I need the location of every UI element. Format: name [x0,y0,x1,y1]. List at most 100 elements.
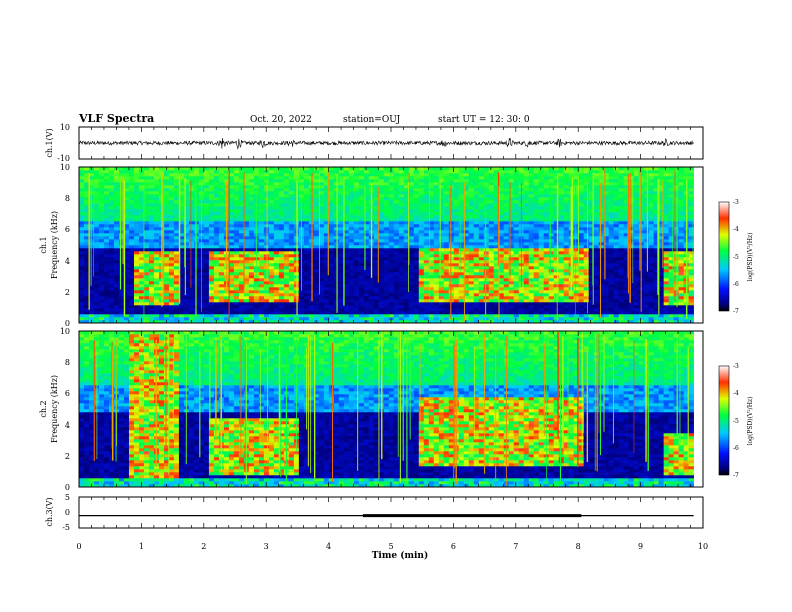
spectrogram-cell-2651 [328,167,335,171]
spectrogram-cell-3504 [413,260,420,264]
spectrogram-cell-2720 [338,272,345,276]
spectrogram-cell-321 [108,293,115,297]
spectrogram-cell-137 [88,221,95,225]
spectrogram-cell-2450 [313,302,320,306]
spectrogram-cell-3599 [423,287,430,291]
spectrogram-cell-1568 [228,296,235,300]
spectrogram-cell-3977 [458,245,465,249]
spectrogram-cell-979 [168,191,175,195]
spectrogram-cell-3413 [403,221,410,225]
spectrogram-cell-264 [103,308,110,312]
spectrogram-cell-3063 [368,179,375,183]
spectrogram-cell-3838 [443,194,450,198]
spectrogram-cell-572 [133,320,140,324]
spectrogram-cell-936 [168,320,175,324]
spectrogram-cell-1163 [188,263,195,267]
spectrogram-cell-4681 [528,317,535,321]
spectrogram-cell-435 [118,263,125,267]
spectrogram-cell-579 [133,299,140,303]
spectrogram-cell-1010 [173,254,180,258]
spectrogram-cell-1362 [208,290,215,294]
spectrogram-cell-3275 [388,167,395,171]
spectrogram-cell-3000 [363,212,370,216]
spectrogram-cell-265 [103,305,110,309]
spectrogram-cell-2862 [353,314,360,318]
spectrogram-cell-3206 [383,218,390,222]
spectrogram-cell-1904 [258,224,265,228]
spectrogram-cell-2663 [333,287,340,291]
spectrogram-cell-4658 [523,230,530,234]
spectrogram-cell-310 [103,170,110,174]
spectrogram-cell-1890 [258,266,265,270]
spectrogram-cell-3427 [403,179,410,183]
spectrogram-cell-3021 [368,305,375,309]
spectrogram-cell-1465 [218,293,225,297]
spectrogram-cell-4623 [518,179,525,183]
spectrogram-cell-2160 [283,236,290,240]
spectrogram-cell-4379 [498,287,505,291]
spectrogram-cell-1704 [238,200,245,204]
spectrogram-cell-723 [143,179,150,183]
spectrogram-cell-4581 [518,305,525,309]
spectrogram-cell-200 [93,188,100,192]
spectrogram-cell-2584 [323,212,330,216]
spectrogram-cell-948 [168,284,175,288]
spectrogram-cell-1833 [253,281,260,285]
spectrogram-cell-4038 [463,218,470,222]
spectrogram-cell-3420 [403,200,410,204]
spectrogram-cell-1790 [248,254,255,258]
spectrogram-cell-3682 [428,194,435,198]
spectrogram-cell-360 [108,176,115,180]
spectrogram-cell-3522 [413,206,420,210]
spectrogram-cell-4184 [478,248,485,252]
spectrogram-cell-4372 [498,308,505,312]
spectrogram-cell-2856 [348,176,355,180]
spectrogram-cell-1454 [213,170,220,174]
spectrogram-cell-690 [143,278,150,282]
spectrogram-cell-2505 [318,293,325,297]
spectrogram-cell-1647 [233,215,240,219]
spectrogram-cell-2954 [358,194,365,198]
spectrogram-cell-997 [173,293,180,297]
spectrogram-cell-3353 [398,245,405,249]
spectrogram-cell-4132 [473,248,480,252]
spectrogram-cell-1802 [248,218,255,222]
spectrogram-cell-566 [128,182,135,186]
spectrogram-cell-2915 [358,311,365,315]
spectrogram-cell-2288 [298,320,305,324]
spectrogram-cell-988 [173,320,180,324]
spectrogram-cell-4828 [538,188,545,192]
spectrogram-cell-1671 [238,299,245,303]
spectrogram-cell-2185 [288,317,295,321]
spectrogram-cell-4010 [463,302,470,306]
spectrogram-cell-135 [88,227,95,231]
spectrogram-cell-2489 [313,185,320,189]
spectrogram-cell-4737 [533,305,540,309]
spectrogram-cell-1718 [243,314,250,318]
spectrogram-cell-4678 [523,170,530,174]
spectrogram-cell-4644 [523,272,530,276]
spectrogram-cell-2460 [313,272,320,276]
spectrogram-cell-3523 [413,203,420,207]
spectrogram-cell-276 [103,272,110,276]
spectrogram-cell-2183 [283,167,290,171]
spectrogram-cell-3087 [373,263,380,267]
spectrogram-cell-2627 [328,239,335,243]
spectrogram-cell-4754 [533,254,540,258]
spectrogram-cell-4517 [508,185,515,189]
spectrogram-cell-1341 [203,197,210,201]
spectrogram-cell-1996 [268,260,275,264]
spectrogram-cell-2811 [348,311,355,315]
spectrogram-cell-728 [148,320,155,324]
spectrogram-cell-3942 [453,194,460,198]
spectrogram-cell-2909 [353,173,360,177]
spectrogram-cell-361 [108,173,115,177]
spectrogram-cell-1037 [173,173,180,177]
spectrogram-cell-2897 [353,209,360,213]
spectrogram-cell-4535 [513,287,520,291]
spectrogram-cell-1873 [258,317,265,321]
spectrogram-cell-4207 [478,179,485,183]
spectrogram-cell-2986 [363,254,370,258]
spectrogram-cell-3210 [383,206,390,210]
spectrogram-cell-913 [163,233,170,237]
